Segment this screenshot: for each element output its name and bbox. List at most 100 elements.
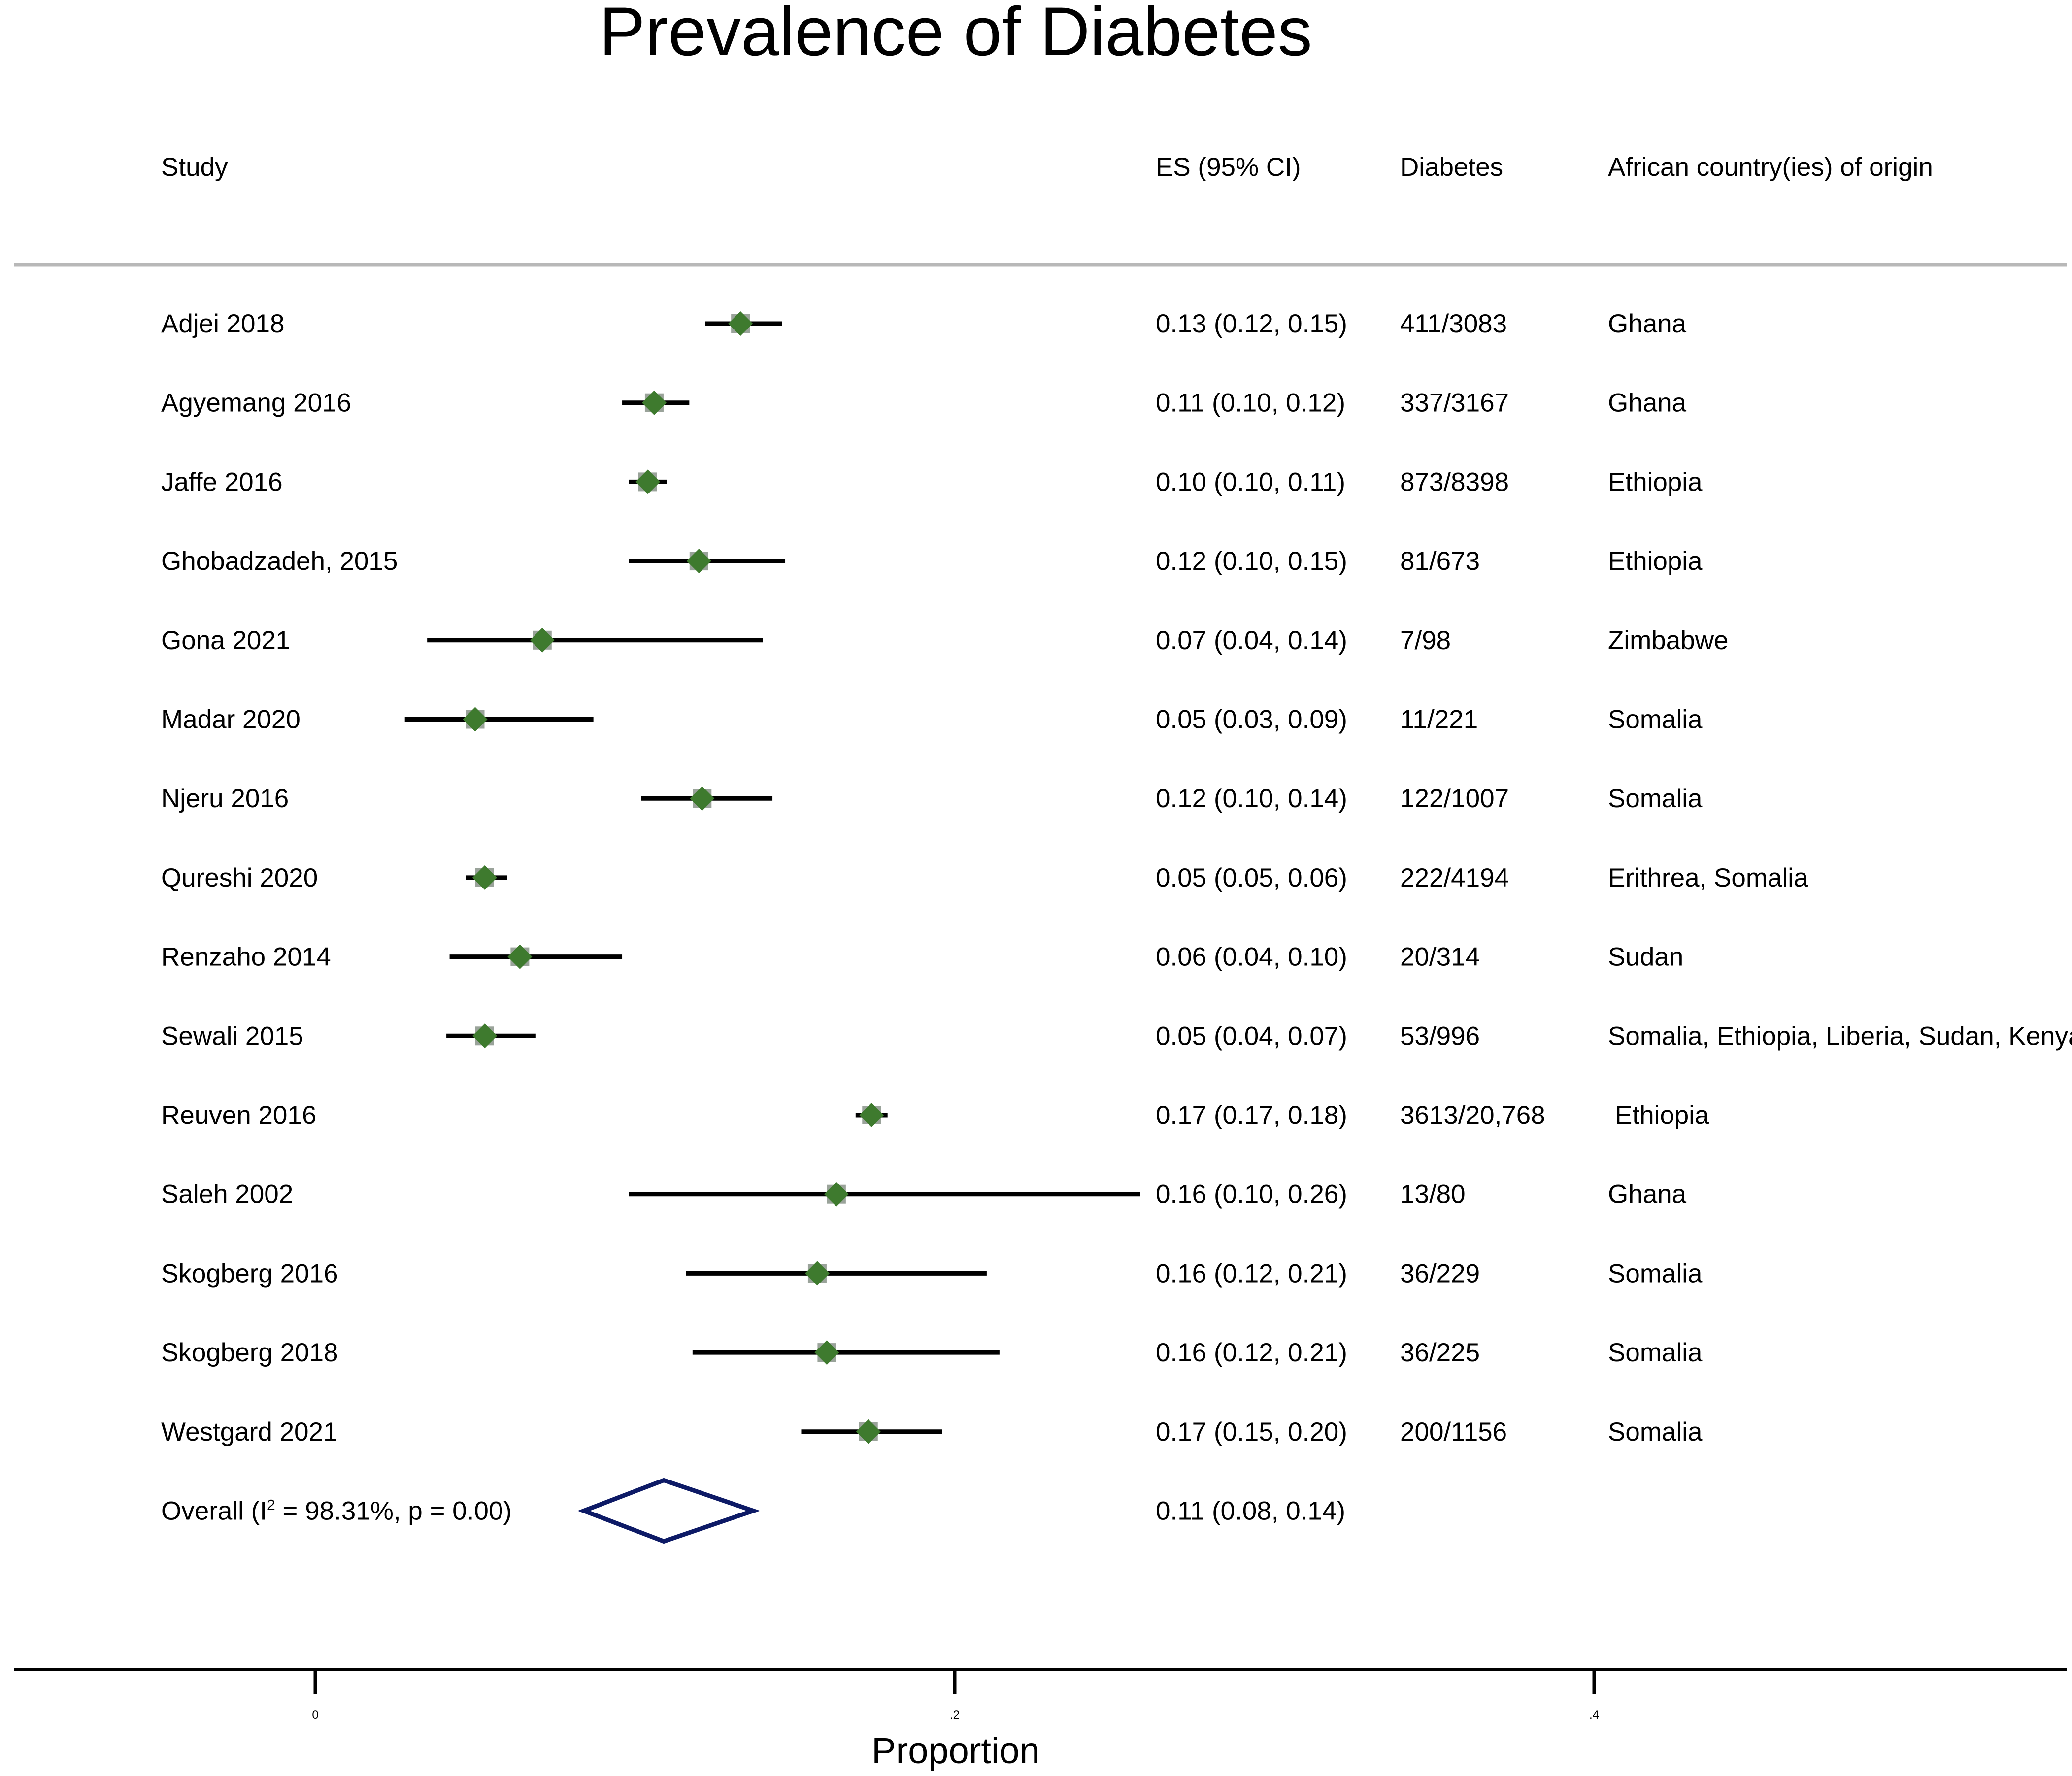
study-name: Skogberg 2018 (161, 1338, 338, 1367)
country-of-origin: Somalia (1608, 1417, 1703, 1447)
point-estimate-marker (472, 865, 497, 890)
study-row: Njeru 2016 0.12 (0.10, 0.14) 122/1007 Somal… (161, 784, 1703, 813)
point-estimate-marker (530, 627, 555, 653)
point-estimate-marker (728, 311, 753, 336)
country-of-origin: Ghana (1608, 309, 1687, 338)
country-of-origin: Ghana (1608, 1180, 1687, 1209)
es-label: 0.12 (0.10, 0.14) (1156, 784, 1347, 813)
study-name: Sewali 2015 (161, 1021, 303, 1051)
point-estimate-marker (814, 1340, 839, 1365)
study-row: Agyemang 2016 0.11 (0.10, 0.12) 337/3167 Gh… (161, 389, 1687, 418)
x-tick-label: 0 (312, 1709, 318, 1722)
header-diabetes: Diabetes (1400, 153, 1503, 182)
diabetes-count: 411/3083 (1400, 309, 1507, 338)
header-origin: African country(ies) of origin (1608, 153, 1933, 182)
es-label: 0.10 (0.10, 0.11) (1156, 467, 1345, 496)
study-name: Skogberg 2016 (161, 1259, 338, 1288)
overall-label-prefix: Overall (I (161, 1497, 267, 1526)
es-label: 0.16 (0.10, 0.26) (1156, 1180, 1347, 1209)
country-of-origin: Ethiopia (1608, 467, 1703, 496)
study-name: Reuven 2016 (161, 1101, 316, 1130)
overall-diamond (577, 1478, 761, 1544)
country-of-origin: Zimbabwe (1608, 626, 1728, 655)
study-row: Madar 2020 0.05 (0.03, 0.09) 11/221 Somalia (161, 705, 1703, 734)
header-study: Study (161, 153, 228, 182)
study-row: Saleh 2002 0.16 (0.10, 0.26) 13/80 Ghana (161, 1180, 1687, 1209)
study-name: Jaffe 2016 (161, 467, 283, 496)
study-row: Qureshi 2020 0.05 (0.05, 0.06) 222/4194 Eri… (161, 863, 1808, 892)
study-name: Westgard 2021 (161, 1417, 337, 1447)
diabetes-count: 222/4194 (1400, 863, 1509, 892)
overall-label-suffix: = 98.31%, p = 0.00) (275, 1497, 512, 1526)
es-label: 0.05 (0.04, 0.07) (1156, 1021, 1347, 1051)
es-label: 0.16 (0.12, 0.21) (1156, 1259, 1347, 1288)
es-label: 0.05 (0.03, 0.09) (1156, 705, 1347, 734)
study-row: Westgard 2021 0.17 (0.15, 0.20) 200/1156 So… (161, 1417, 1703, 1447)
study-name: Agyemang 2016 (161, 389, 351, 418)
study-row: Jaffe 2016 0.10 (0.10, 0.11) 873/8398 Ethio… (161, 467, 1703, 496)
diabetes-count: 873/8398 (1400, 467, 1509, 496)
point-estimate-marker (641, 390, 667, 415)
point-estimate-marker (856, 1419, 881, 1444)
country-of-origin: Ghana (1608, 389, 1687, 418)
header-es: ES (95% CI) (1156, 153, 1301, 182)
study-row: Reuven 2016 0.17 (0.17, 0.18) 3613/20,768 E… (161, 1101, 1709, 1130)
country-of-origin: Somalia (1608, 784, 1703, 813)
es-label: 0.07 (0.04, 0.14) (1156, 626, 1347, 655)
es-label: 0.11 (0.10, 0.12) (1156, 389, 1345, 418)
es-label: 0.17 (0.17, 0.18) (1156, 1101, 1347, 1130)
diabetes-count: 36/229 (1400, 1259, 1480, 1288)
point-estimate-marker (507, 944, 533, 969)
study-row: Adjei 2018 0.13 (0.12, 0.15) 411/3083 Ghana (161, 309, 1687, 338)
point-estimate-marker (804, 1261, 830, 1286)
country-of-origin: Ethiopia (1608, 547, 1703, 576)
diabetes-count: 36/225 (1400, 1338, 1480, 1367)
country-of-origin: Ethiopia (1615, 1101, 1709, 1130)
study-name: Adjei 2018 (161, 309, 284, 338)
study-row: Renzaho 2014 0.06 (0.04, 0.10) 20/314 Sudan (161, 943, 1683, 972)
x-axis-title: Proportion (871, 1730, 1039, 1771)
diabetes-count: 7/98 (1400, 626, 1451, 655)
x-tick-label: .2 (950, 1709, 960, 1722)
x-tick-label: .4 (1589, 1709, 1599, 1722)
diabetes-count: 200/1156 (1400, 1417, 1507, 1447)
diabetes-count: 11/221 (1400, 705, 1478, 734)
diabetes-count: 3613/20,768 (1400, 1101, 1545, 1130)
study-name: Qureshi 2020 (161, 863, 318, 892)
diabetes-count: 337/3167 (1400, 389, 1509, 418)
point-estimate-marker (472, 1023, 497, 1049)
point-estimate-marker (635, 469, 660, 494)
diabetes-count: 13/80 (1400, 1180, 1466, 1209)
study-row: Skogberg 2016 0.16 (0.12, 0.21) 36/229 Soma… (161, 1259, 1703, 1288)
es-label: 0.12 (0.10, 0.15) (1156, 547, 1347, 576)
study-name: Saleh 2002 (161, 1180, 293, 1209)
diabetes-count: 20/314 (1400, 943, 1480, 972)
es-label: 0.17 (0.15, 0.20) (1156, 1417, 1347, 1447)
overall-label: Overall (I2 = 98.31%, p = 0.00) (161, 1497, 512, 1526)
country-of-origin: Somalia (1608, 1259, 1703, 1288)
study-rows: Adjei 2018 0.13 (0.12, 0.15) 411/3083 Ghana… (161, 309, 2072, 1447)
country-of-origin: Somalia (1608, 1338, 1703, 1367)
overall-row: Overall (I2 = 98.31%, p = 0.00) 0.11 (0.0… (161, 1478, 1345, 1544)
country-of-origin: Erithrea, Somalia (1608, 863, 1808, 892)
study-name: Ghobadzadeh, 2015 (161, 547, 398, 576)
es-label: 0.06 (0.04, 0.10) (1156, 943, 1347, 972)
point-estimate-marker (686, 549, 711, 574)
point-estimate-marker (859, 1103, 884, 1127)
study-name: Gona 2021 (161, 626, 290, 655)
diabetes-count: 122/1007 (1400, 784, 1509, 813)
es-label: 0.16 (0.12, 0.21) (1156, 1338, 1347, 1367)
overall-es-label: 0.11 (0.08, 0.14) (1156, 1497, 1345, 1526)
es-label: 0.05 (0.05, 0.06) (1156, 863, 1347, 892)
point-estimate-marker (824, 1182, 849, 1207)
point-estimate-marker (463, 707, 488, 732)
x-axis-ticks: 0 .2 .4 (312, 1670, 1599, 1722)
study-row: Sewali 2015 0.05 (0.04, 0.07) 53/996 Somali… (161, 1021, 2072, 1051)
study-row: Gona 2021 0.07 (0.04, 0.14) 7/98 Zimbabwe (161, 626, 1728, 655)
diabetes-count: 81/673 (1400, 547, 1480, 576)
country-of-origin: Somalia (1608, 705, 1703, 734)
country-of-origin: Sudan (1608, 943, 1683, 972)
point-estimate-marker (690, 786, 715, 811)
chart-title: Prevalence of Diabetes (599, 0, 1312, 70)
